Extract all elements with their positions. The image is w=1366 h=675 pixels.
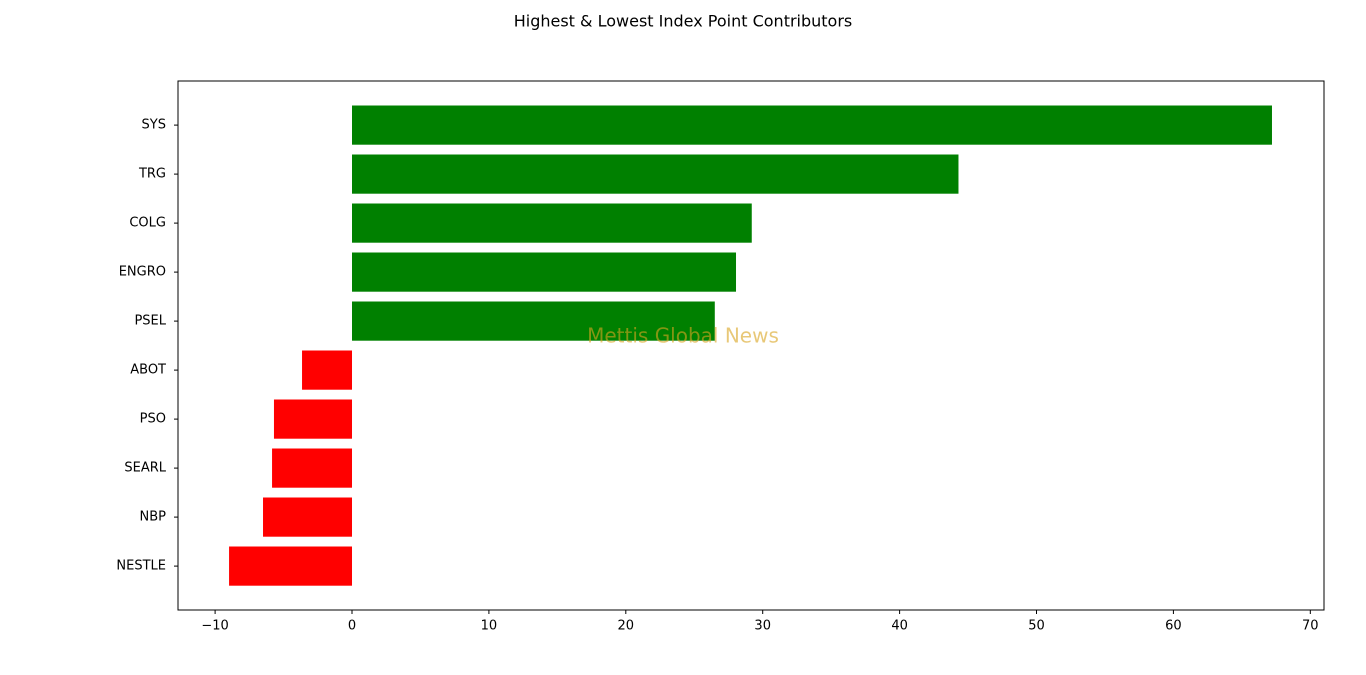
bar xyxy=(352,105,1272,145)
y-tick-label: NBP xyxy=(140,510,167,525)
y-tick-label: PSO xyxy=(140,412,166,427)
bar xyxy=(352,301,715,341)
y-tick-label: SEARL xyxy=(124,461,166,476)
y-tick-label: TRG xyxy=(138,167,166,182)
x-tick-label: 60 xyxy=(1165,619,1182,634)
bar xyxy=(352,203,752,243)
bar xyxy=(302,350,353,390)
x-tick-label: 40 xyxy=(891,619,908,634)
bar xyxy=(229,546,353,586)
bar xyxy=(273,399,353,439)
bar xyxy=(352,154,959,194)
y-tick-label: COLG xyxy=(129,216,166,231)
bar xyxy=(263,497,353,537)
x-tick-label: 30 xyxy=(754,619,771,634)
plot-frame xyxy=(177,80,1325,611)
x-tick-label: 10 xyxy=(481,619,498,634)
y-tick-label: SYS xyxy=(142,118,166,133)
chart-title: Highest & Lowest Index Point Contributor… xyxy=(514,12,853,31)
y-tick-label: NESTLE xyxy=(116,559,166,574)
x-tick-label: 0 xyxy=(348,619,356,634)
bar xyxy=(272,448,353,488)
bar xyxy=(352,252,737,292)
x-tick-label: −10 xyxy=(201,619,228,634)
y-tick-label: ENGRO xyxy=(119,265,166,280)
x-tick-label: 20 xyxy=(618,619,635,634)
y-tick-label: ABOT xyxy=(130,363,166,378)
y-tick-label: PSEL xyxy=(134,314,166,329)
watermark: Mettis Global News xyxy=(587,324,779,348)
x-tick-label: 50 xyxy=(1028,619,1045,634)
x-tick-label: 70 xyxy=(1302,619,1319,634)
